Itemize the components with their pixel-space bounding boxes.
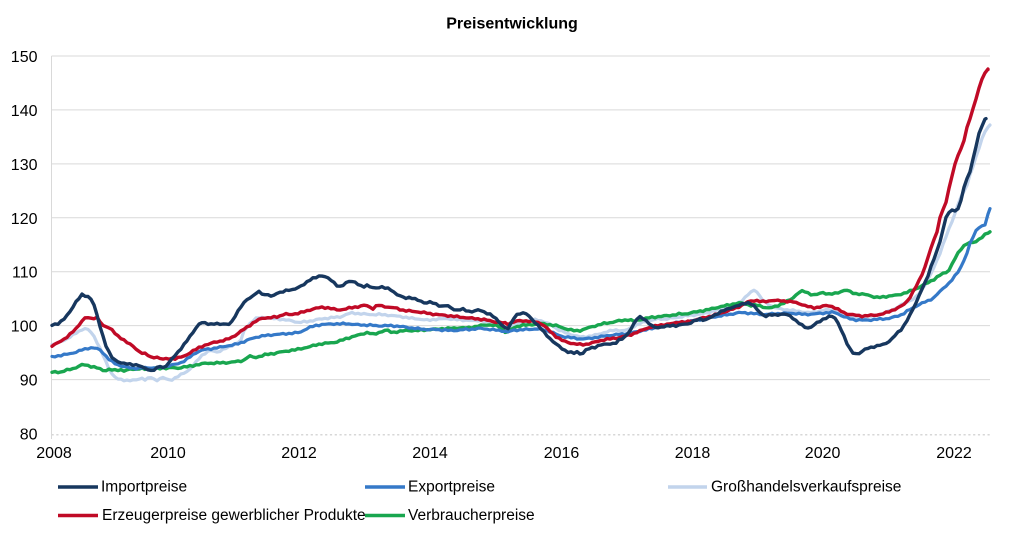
svg-text:120: 120 bbox=[11, 211, 38, 228]
svg-text:2020: 2020 bbox=[805, 445, 841, 462]
svg-text:2012: 2012 bbox=[281, 445, 317, 462]
svg-text:Importpreise: Importpreise bbox=[101, 479, 187, 496]
svg-text:Erzeugerpreise gewerblicher Pr: Erzeugerpreise gewerblicher Produkte bbox=[102, 507, 366, 524]
svg-text:Preisentwicklung: Preisentwicklung bbox=[446, 16, 578, 33]
svg-text:2018: 2018 bbox=[675, 445, 711, 462]
svg-text:Großhandelsverkaufspreise: Großhandelsverkaufspreise bbox=[711, 479, 901, 496]
svg-text:100: 100 bbox=[11, 319, 38, 336]
svg-text:Verbraucherpreise: Verbraucherpreise bbox=[408, 507, 535, 524]
svg-text:2016: 2016 bbox=[544, 445, 580, 462]
svg-text:140: 140 bbox=[11, 103, 38, 120]
svg-text:130: 130 bbox=[11, 157, 38, 174]
svg-text:150: 150 bbox=[11, 49, 38, 66]
svg-text:2008: 2008 bbox=[36, 445, 72, 462]
svg-text:2022: 2022 bbox=[936, 445, 972, 462]
svg-text:90: 90 bbox=[20, 373, 38, 390]
svg-text:2014: 2014 bbox=[412, 445, 448, 462]
svg-text:110: 110 bbox=[12, 265, 38, 282]
svg-text:80: 80 bbox=[20, 427, 38, 444]
svg-text:2010: 2010 bbox=[150, 445, 186, 462]
svg-text:Exportpreise: Exportpreise bbox=[408, 479, 495, 496]
